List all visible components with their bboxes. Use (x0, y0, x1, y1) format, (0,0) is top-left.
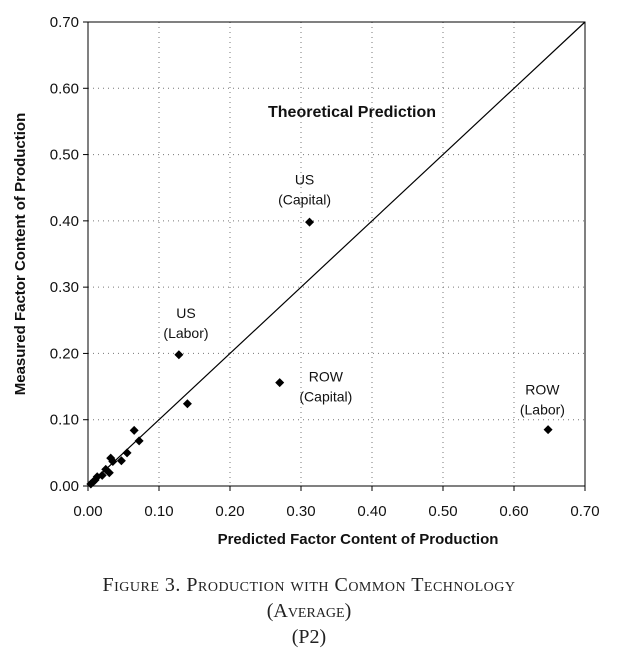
reference-line (87, 21, 586, 487)
reference-line-label: Theoretical Prediction (268, 104, 436, 121)
point-annotation: US (295, 172, 314, 188)
y-tick-label: 0.40 (50, 213, 79, 230)
y-tick-label: 0.20 (50, 345, 79, 362)
data-point (116, 456, 126, 466)
x-tick-label: 0.50 (428, 503, 457, 520)
axis-ticks: 0.00 0.10 0.20 0.30 0.40 0.50 0.60 0.70 0.00 0.10… (50, 14, 600, 520)
x-tick-label: 0.60 (499, 503, 528, 520)
data-points (86, 217, 553, 489)
y-tick-label: 0.10 (50, 412, 79, 429)
y-tick-label: 0.70 (50, 14, 79, 31)
x-tick-label: 0.10 (144, 503, 173, 520)
point-annotation: (Capital) (299, 388, 352, 404)
figure-caption: Figure 3. Production with Common Technol… (102, 574, 516, 596)
y-tick-label: 0.60 (50, 80, 79, 97)
point-annotation: (Labor) (520, 402, 565, 418)
data-point (174, 350, 184, 360)
point-annotation: US (176, 305, 195, 321)
point-annotation: (Labor) (163, 325, 208, 341)
data-point (543, 425, 553, 435)
data-point (134, 436, 144, 446)
scatter-chart: 0.00 0.10 0.20 0.30 0.40 0.50 0.60 0.70 0.00 0.10… (12, 14, 600, 548)
x-tick-label: 0.70 (570, 503, 599, 520)
data-point (104, 468, 114, 478)
x-tick-label: 0.00 (73, 503, 102, 520)
point-annotation: ROW (525, 382, 560, 398)
y-tick-label: 0.30 (50, 279, 79, 296)
data-point (129, 425, 139, 435)
reference-line-group (87, 21, 586, 487)
y-axis-title: Measured Factor Content of Production (12, 113, 29, 396)
plot-frame (87, 21, 586, 487)
x-axis-title: Predicted Factor Content of Production (218, 531, 499, 548)
data-point (122, 448, 132, 458)
x-tick-label: 0.20 (215, 503, 244, 520)
y-tick-label: 0.00 (50, 478, 79, 495)
y-tick-label: 0.50 (50, 147, 79, 164)
data-point (275, 378, 285, 388)
figure-caption-code: (P2) (291, 626, 327, 648)
x-tick-label: 0.30 (286, 503, 315, 520)
data-point (86, 479, 96, 489)
point-annotation: (Capital) (278, 192, 331, 208)
x-tick-label: 0.40 (357, 503, 386, 520)
figure-caption-subtitle: (Average) (266, 600, 352, 622)
data-point (305, 217, 315, 227)
data-point (108, 456, 118, 466)
data-point (182, 399, 192, 409)
point-annotations: US (Capital) US (Labor) ROW (Capital) ROW (Labo… (163, 172, 565, 418)
point-annotation: ROW (309, 368, 344, 384)
